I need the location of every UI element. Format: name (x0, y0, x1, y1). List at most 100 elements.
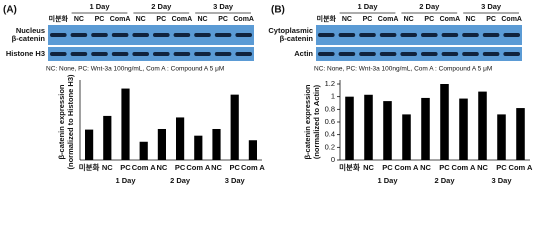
blot-row-label: Actin (294, 49, 313, 58)
panel-label: (B) (271, 5, 285, 16)
blot-strip (48, 47, 254, 61)
y-axis-title: β-catenin expression (57, 84, 66, 159)
blot-band (111, 52, 129, 56)
bar (194, 135, 203, 160)
blot-band (153, 33, 170, 37)
x-tick-label: Com A (132, 163, 156, 172)
blot-band (173, 52, 191, 56)
x-tick-label: NC (102, 163, 113, 172)
y-axis-title: β-catenin expression (303, 84, 312, 159)
bar (402, 114, 411, 160)
bar (85, 129, 94, 160)
bar (516, 108, 525, 160)
x-tick-label: 미분화 (339, 162, 360, 172)
blot-band (462, 52, 479, 56)
blot-row-label: Nucleus (16, 26, 45, 35)
blot-row-label: Cytoplasmic (268, 26, 313, 35)
x-tick-label: PC (439, 163, 450, 172)
blot-band (70, 33, 88, 37)
bar (345, 96, 354, 160)
blot-lane-label: ComA (110, 16, 131, 23)
blot-band (70, 52, 88, 56)
blot-band (153, 52, 170, 56)
blot-band (359, 33, 376, 37)
blot-band (421, 52, 438, 56)
x-group-label: 3 Day (491, 176, 512, 185)
blot-row-label: Histone H3 (6, 49, 45, 58)
blot-band (359, 52, 376, 56)
blot-lane-label: NC (197, 16, 207, 23)
blot-group-label: 3 Day (213, 2, 234, 11)
bar (176, 117, 185, 160)
blot-group-label: 1 Day (89, 2, 110, 11)
bar (157, 128, 166, 160)
blot-lane-label: ComA (172, 16, 193, 23)
bar (383, 101, 392, 160)
blot-band (50, 52, 67, 56)
blot-band (421, 33, 438, 37)
blot-group-label: 3 Day (481, 2, 502, 11)
blot-row-label: β-catenin (12, 34, 46, 43)
bar (364, 94, 373, 160)
blot-lane-label: NC (74, 16, 84, 23)
blot-lane-label: ComA (440, 16, 461, 23)
blot-band (379, 52, 397, 56)
blot-lane-label: NC (342, 16, 352, 23)
y-tick-label: 1 (331, 92, 335, 101)
y-axis-title: (normalized to Actin) (312, 84, 321, 159)
bar (139, 141, 148, 160)
y-tick-label: 0.4 (325, 130, 335, 139)
blot-lane-label: PC (363, 16, 373, 23)
blot-lane-label: 미분화 (49, 14, 69, 23)
y-tick-label: 0 (331, 155, 335, 164)
blot-band (441, 52, 459, 56)
x-tick-label: Com A (395, 163, 419, 172)
y-tick-label: 0.6 (325, 117, 335, 126)
blot-lane-label: PC (424, 16, 434, 23)
blot-band (132, 33, 149, 37)
blot-band (482, 33, 500, 37)
blot-lane-label: PC (95, 16, 105, 23)
x-tick-label: Com A (452, 163, 476, 172)
blot-band (441, 33, 459, 37)
blot-band (462, 33, 479, 37)
blot-band (400, 52, 417, 56)
x-group-label: 2 Day (434, 176, 455, 185)
x-tick-label: PC (382, 163, 393, 172)
bar (230, 94, 239, 160)
x-tick-label: NC (211, 163, 222, 172)
blot-lane-label: NC (465, 16, 475, 23)
blot-band (318, 52, 335, 56)
x-tick-label: Com A (186, 163, 210, 172)
note: NC: None, PC: Wnt-3a 100ng/mL, Com A : C… (46, 66, 224, 73)
y-tick-label: 0.2 (325, 142, 335, 151)
blot-lane-label: PC (156, 16, 166, 23)
blot-lane-label: NC (404, 16, 414, 23)
x-tick-label: PC (229, 163, 240, 172)
blot-band (318, 33, 335, 37)
blot-lane-label: PC (486, 16, 496, 23)
blot-band (503, 52, 520, 56)
blot-band (173, 33, 191, 37)
blot-group-label: 2 Day (419, 2, 440, 11)
x-group-label: 3 Day (225, 176, 246, 185)
x-tick-label: PC (175, 163, 186, 172)
blot-strip (316, 25, 522, 45)
bar (459, 98, 468, 160)
blot-band (235, 52, 252, 56)
panel-label: (A) (3, 5, 17, 16)
x-group-label: 2 Day (170, 176, 191, 185)
x-tick-label: NC (363, 163, 374, 172)
blot-band (338, 52, 356, 56)
blot-strip (48, 25, 254, 45)
bar (103, 115, 112, 160)
x-group-label: 1 Day (115, 176, 136, 185)
blot-band (400, 33, 417, 37)
x-tick-label: PC (496, 163, 507, 172)
bar (440, 84, 449, 160)
blot-band (194, 33, 211, 37)
bar (478, 91, 487, 160)
blot-band (111, 33, 129, 37)
blot-band (379, 33, 397, 37)
